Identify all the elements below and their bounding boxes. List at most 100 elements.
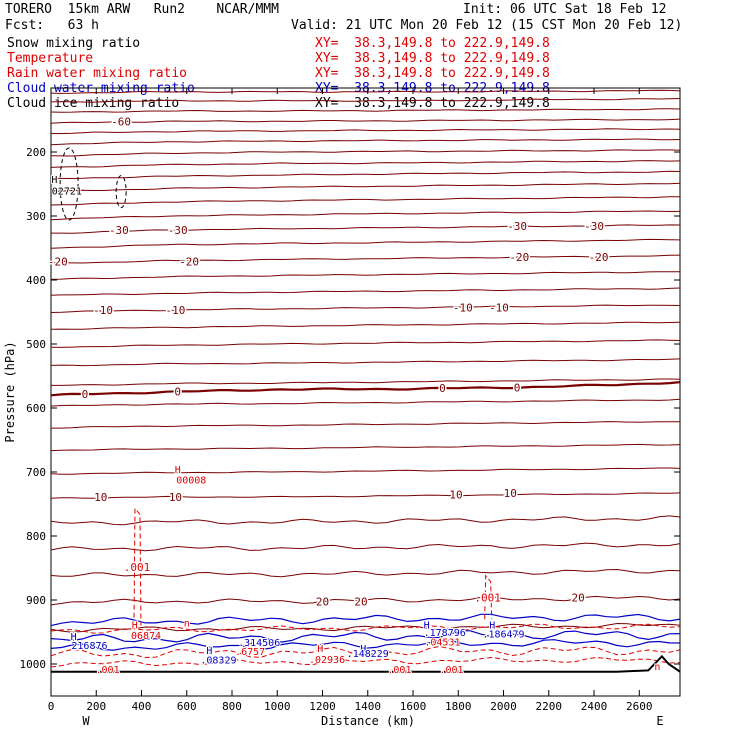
extremum-annotation: .148229 [347,649,389,660]
extremum-annotation: 06874 [131,631,161,642]
extremum-annotation: H [51,175,57,186]
temperature-contour-line [50,128,681,135]
temperature-contour-line [50,149,681,157]
extremum-annotation: H [71,632,77,643]
y-tick-label: 400 [26,274,46,287]
extremum-annotation: H [247,640,253,651]
temperature-contour-line [51,378,681,386]
extremum-annotation: H [132,620,138,631]
x-tick-label: 200 [86,700,106,713]
y-tick-label: 1000 [20,658,47,671]
x-tick-label: 2400 [581,700,608,713]
x-tick-label: 400 [132,700,152,713]
temperature-contour-line [50,254,681,264]
extremum-annotation: .02936 [309,655,345,666]
x-tick-label: 1000 [264,700,291,713]
contour-label: -10 [453,302,473,315]
contour-label: -20 [179,255,199,268]
legend-name-snow: Snow mixing ratio [7,36,141,51]
contour-label: 10 [94,491,107,504]
extremum-annotation: H [206,646,212,657]
temperature-contour-line [50,321,681,330]
contour-label: -20 [509,251,529,264]
temperature-contour-line [50,339,681,348]
temperature-contour-line [50,182,681,193]
extremum-annotation: .314506 [238,638,280,649]
temperature-contour-line [50,89,681,94]
contour-label: 0 [439,382,446,395]
extremum-annotation: .08329 [200,656,236,667]
x-tick-label: 0 [48,700,55,713]
extremum-annotation: H [489,620,495,631]
x-tick-label: 800 [222,700,242,713]
contour-label: -30 [584,220,604,233]
temperature-contour-line [50,622,681,633]
extremum-annotation: 216876 [71,641,107,652]
contour-label: 20 [316,595,329,608]
extremum-annotation: H [360,644,366,655]
cloud-water-contour [50,630,681,643]
temperature-contour-line [50,515,681,526]
contour-label: -30 [168,224,188,237]
x-tick-label: 2200 [536,700,563,713]
y-axis-label: Pressure (hPa) [3,341,17,442]
terrain [51,654,681,673]
rain-contour-label: .001 [124,561,151,574]
temperature-contour-line [50,595,681,606]
rain-water-contour [50,623,681,634]
rain-contour-label: .001 [474,591,501,604]
temperature-contour-line [50,108,681,113]
y-tick-label: 800 [26,530,46,543]
extremum-annotation: .001 [439,665,463,676]
rain-water-contour [50,645,681,659]
contour-label: 20 [354,595,367,608]
cloud-mixing-contours [50,147,681,651]
temperature-contour-line [50,287,681,296]
contour-label: -30 [507,220,527,233]
temperature-contour-line [51,421,681,429]
temperature-contour-line [50,118,681,124]
cloud-water-contour [50,639,681,651]
temperature-contour-line [50,398,681,407]
cloud-water-contour [50,613,681,627]
temperature-contour-line [50,568,681,578]
temperature-contours [50,89,681,633]
extremum-annotation: .001 [387,665,411,676]
contour-label: 10 [169,491,182,504]
legend-xy-snow: XY= 38.3,149.8 to 222.9,149.8 [315,36,550,51]
legend-name-rain: Rain water mixing ratio [7,66,188,81]
contour-label: 10 [504,487,517,500]
temperature-contour-line [51,224,681,234]
extremum-annotation: 00008 [176,476,206,487]
extremum-annotation: H [424,620,430,631]
temperature-contour-line [50,443,681,452]
contour-label: 10 [449,488,462,501]
freezing-contour [50,381,681,397]
x-tick-label: 1200 [309,700,336,713]
y-tick-label: 700 [26,466,46,479]
contour-label: 0 [82,388,89,401]
rain-mixing-contours [50,507,681,668]
legend-xy-temperature: XY= 38.3,149.8 to 222.9,149.8 [315,51,550,66]
axes: 0 200 400 600 800 1000 1200 1400 1600 1800 2000 220… [20,88,680,713]
extremum-annotation: .001 [96,665,120,676]
y-tick-label: 500 [26,338,46,351]
contour-label: -10 [489,302,509,315]
legend-xy-rain: XY= 38.3,149.8 to 222.9,149.8 [315,66,550,81]
rain-water-contour [50,656,681,668]
legend-name-temperature: Temperature [7,51,94,66]
contour-label: -10 [166,304,186,317]
extremum-annotation: .04531 [424,638,460,649]
temperature-contour-line [50,138,681,146]
rain-water-contour [133,507,142,626]
x-tick-label: 600 [177,700,197,713]
contour-label: 20 [572,591,585,604]
extremum-annotation: n [184,618,190,629]
contour-label: -30 [109,224,129,237]
x-tick-label: 2600 [626,700,653,713]
extremum-annotation: 02721 [52,186,82,197]
extremum-annotation: .178796 [424,628,466,639]
extremum-annotation: H [175,465,181,476]
y-tick-label: 600 [26,402,46,415]
x-tick-label: 1600 [400,700,427,713]
